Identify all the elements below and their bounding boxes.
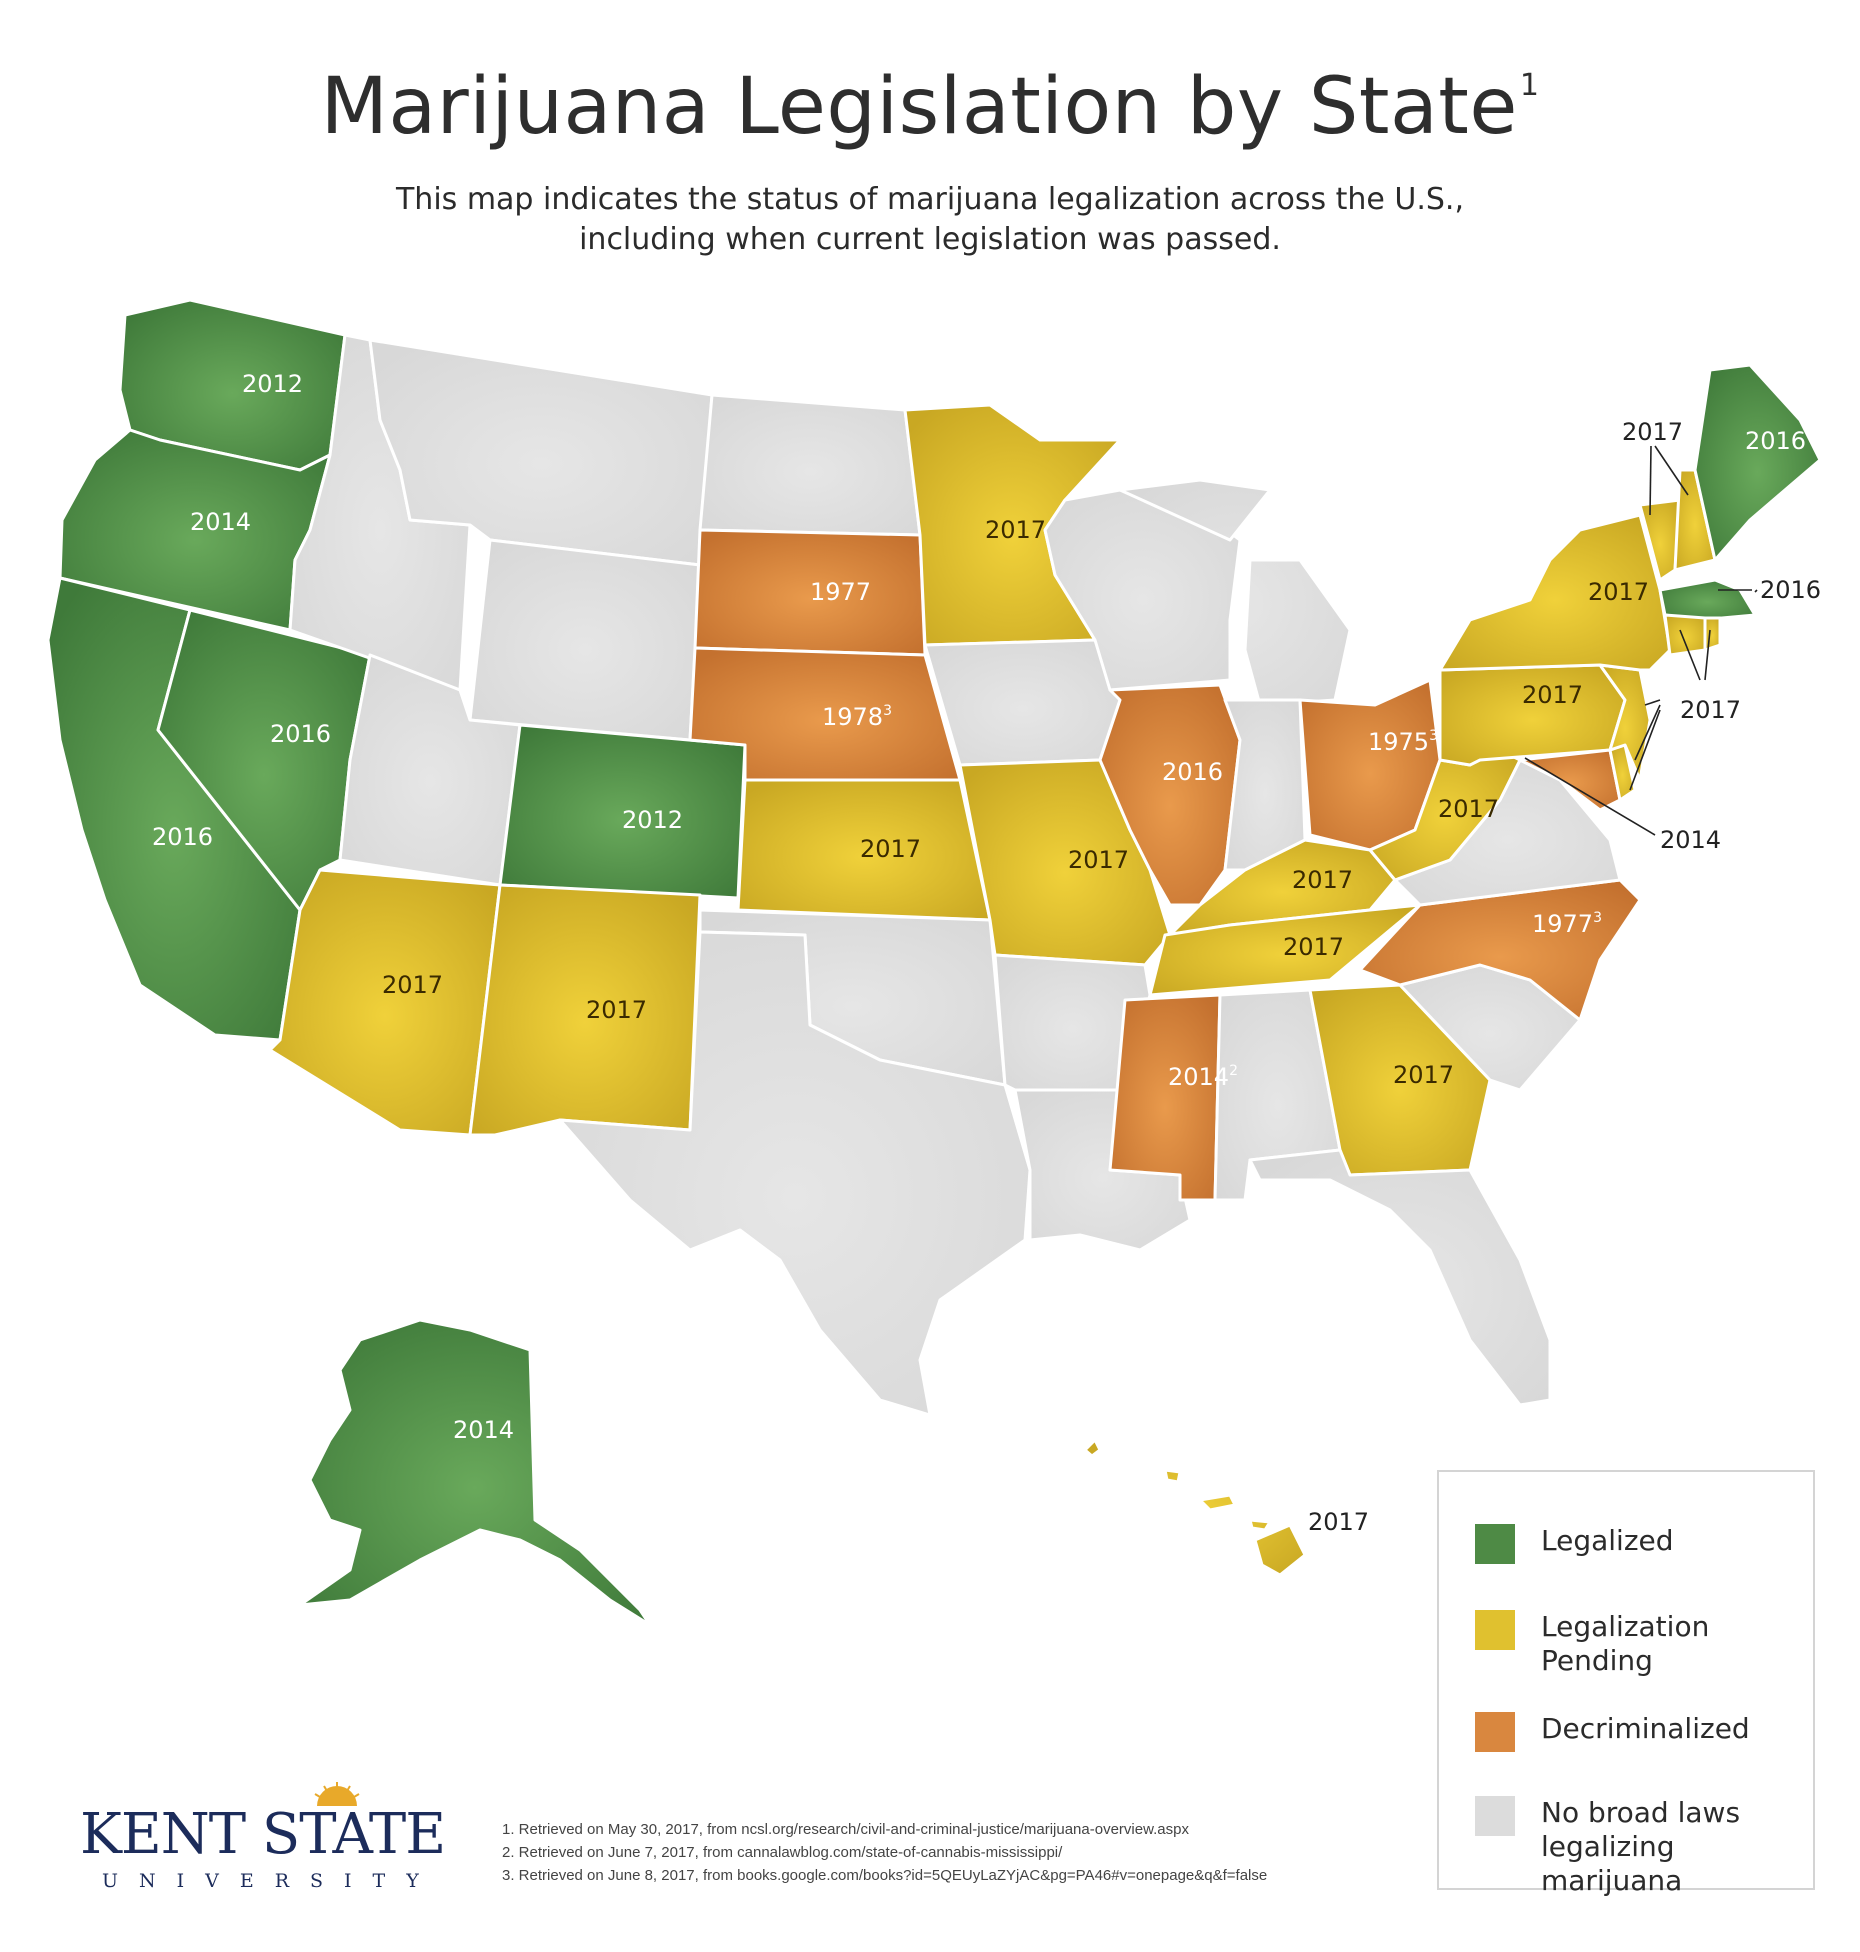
label-or: 2014 [190,508,251,536]
logo-subtitle: UNIVERSITY [102,1870,440,1892]
legend-item-none: No broad laws legalizing marijuana [1475,1796,1811,1898]
kent-state-logo: KENT STATE UNIVERSITY [80,1780,446,1900]
label-ks: 2017 [860,835,921,863]
label-ak: 2014 [453,1416,514,1444]
legend: Legalized Legalization Pending Decrimina… [1437,1470,1815,1897]
page-title: Marijuana Legislation by State1 [320,62,1540,152]
label-ne: 19783 [822,703,892,731]
state-rhode-island[interactable] [1703,616,1722,652]
label-mn: 2017 [985,516,1046,544]
label-ms: 20142 [1168,1063,1238,1091]
legend-label-legalized: Legalized [1541,1524,1674,1557]
page-subtitle: This map indicates the status of marijua… [330,180,1530,260]
label-wv: 2017 [1438,795,1499,823]
subtitle-line-1: This map indicates the status of marijua… [395,182,1464,217]
state-maine[interactable] [1693,363,1822,562]
label-pa: 2017 [1522,681,1583,709]
callout-vt-nh: 2017 [1622,418,1683,446]
label-oh: 19753 [1368,728,1438,756]
state-wyoming[interactable] [468,538,702,742]
state-new-jersey[interactable] [1598,663,1652,782]
state-new-york[interactable] [1438,513,1672,672]
state-maryland[interactable] [1518,748,1622,812]
state-connecticut[interactable] [1663,613,1707,657]
legend-label-decriminalized: Decriminalized [1541,1712,1750,1745]
label-mo: 2017 [1068,846,1129,874]
callout-md: 2014 [1660,826,1721,854]
footnote-2: 2. Retrieved on June 7, 2017, from canna… [502,1844,1063,1861]
label-il: 2016 [1162,758,1223,786]
legend-swatch-none [1475,1796,1515,1836]
state-new-mexico[interactable] [468,883,702,1137]
state-massachusetts[interactable] [1658,578,1757,622]
state-texas[interactable] [558,930,1032,1417]
legend-item-legalized: Legalized [1475,1524,1811,1564]
legend-label-pending: Legalization Pending [1541,1610,1710,1677]
label-ga: 2017 [1393,1061,1454,1089]
subtitle-line-2: including when current legislation was p… [579,222,1281,257]
state-mississippi[interactable] [1108,993,1222,1202]
state-alaska[interactable] [298,1318,652,1627]
label-ny: 2017 [1588,578,1649,606]
legend-swatch-pending [1475,1610,1515,1650]
label-az: 2017 [382,971,443,999]
state-iowa[interactable] [923,638,1122,767]
footnote-1: 1. Retrieved on May 30, 2017, from ncsl.… [502,1821,1189,1838]
state-hawaii[interactable] [1083,1438,1307,1577]
callout-ct-nj-de: 2017 [1680,696,1741,724]
state-arizona[interactable] [268,868,502,1137]
callout-ma: 2016 [1760,576,1821,604]
state-north-dakota[interactable] [698,393,922,537]
footnote-3: 3. Retrieved on June 8, 2017, from books… [502,1867,1268,1884]
callout-hi: 2017 [1308,1508,1369,1536]
label-co: 2012 [622,806,683,834]
logo-wordmark: KENT STATE [80,1802,446,1867]
label-ca: 2016 [152,823,213,851]
label-ky: 2017 [1292,866,1353,894]
legend-item-pending: Legalization Pending [1475,1610,1811,1678]
legend-swatch-legalized [1475,1524,1515,1564]
label-tn: 2017 [1283,933,1344,961]
legend-swatch-decriminalized [1475,1712,1515,1752]
legend-label-none: No broad laws legalizing marijuana [1541,1796,1741,1897]
label-nv: 2016 [270,720,331,748]
label-nm: 2017 [586,996,647,1024]
label-nc: 19773 [1532,910,1602,938]
title-footnote-mark: 1 [1519,68,1540,103]
label-wa: 2012 [242,370,303,398]
sun-icon [314,1782,360,1806]
state-florida[interactable] [1248,1148,1552,1407]
footnotes: 1. Retrieved on May 30, 2017, from ncsl.… [502,1818,1402,1887]
state-michigan[interactable] [1118,478,1352,707]
legend-item-decriminalized: Decriminalized [1475,1712,1811,1752]
label-sd: 1977 [810,578,871,606]
label-me: 2016 [1745,427,1806,455]
